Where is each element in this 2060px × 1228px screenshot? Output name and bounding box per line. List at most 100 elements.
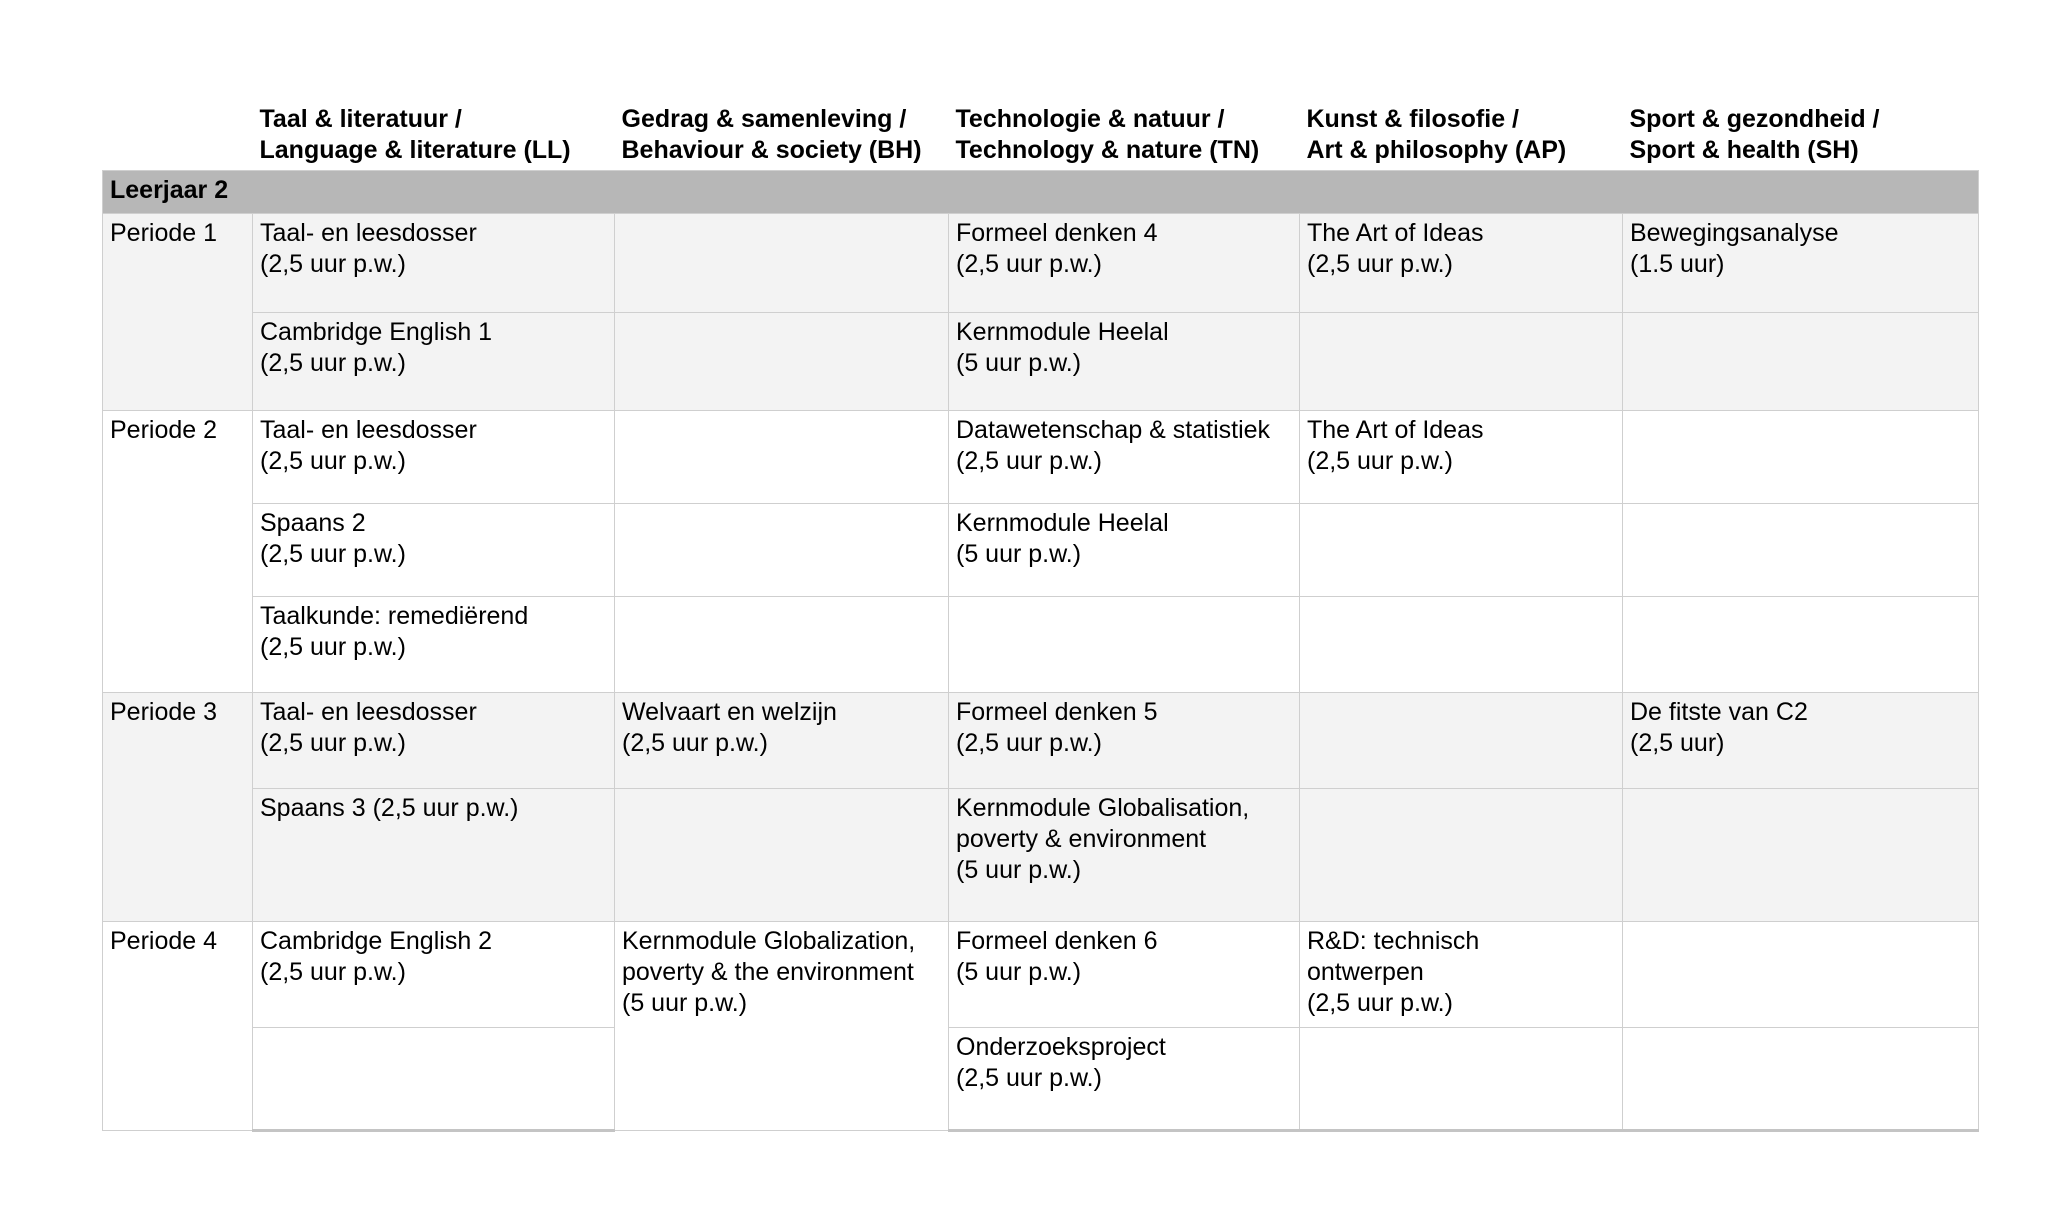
- cell-sh: Bewegingsanalyse (1.5 uur): [1622, 213, 1979, 313]
- cell-ap: [1299, 596, 1623, 693]
- cell-sh: De fitste van C2 (2,5 uur): [1622, 692, 1979, 789]
- cell-ll: Taal- en leesdosser (2,5 uur p.w.): [252, 213, 615, 313]
- cell-line: De fitste van C2: [1630, 698, 1808, 726]
- cell-line: (2,5 uur p.w.): [956, 447, 1102, 475]
- cell-ll: Taal- en leesdosser (2,5 uur p.w.): [252, 692, 615, 789]
- header-row: Taal & literatuur / Language & literature…: [103, 100, 1979, 171]
- table-row: Cambridge English 1 (2,5 uur p.w.) Kernmo…: [103, 312, 1979, 411]
- cell-tn: Kernmodule Heelal (5 uur p.w.): [948, 503, 1300, 597]
- cell-sh: [1622, 1027, 1979, 1132]
- cell-line: (5 uur p.w.): [956, 540, 1082, 568]
- cell-ap: R&D: technisch ontwerpen (2,5 uur p.w.): [1299, 921, 1623, 1028]
- cell-line: (2,5 uur p.w.): [622, 729, 768, 757]
- period-label: Periode 3: [102, 692, 253, 922]
- cell-sh: [1622, 596, 1979, 693]
- cell-line: Spaans 2: [260, 509, 366, 537]
- cell-line: (5 uur p.w.): [956, 958, 1082, 986]
- header-tn-line2: Technology & nature (TN): [955, 136, 1260, 164]
- cell-line: Formeel denken 5: [956, 698, 1158, 726]
- cell-line: (2,5 uur p.w.): [260, 540, 406, 568]
- cell-bh: [614, 503, 949, 597]
- header-sh: Sport & gezondheid / Sport & health (SH): [1623, 100, 1979, 171]
- cell-bh: [614, 213, 949, 313]
- cell-sh: [1622, 312, 1979, 411]
- cell-line: Onderzoeksproject: [956, 1033, 1166, 1061]
- cell-sh: [1622, 410, 1979, 504]
- cell-line: Cambridge English 2: [260, 927, 493, 955]
- header-bh-line1: Gedrag & samenleving /: [621, 105, 907, 133]
- schedule-table: Taal & literatuur / Language & literature…: [102, 100, 1979, 1132]
- cell-line: Taal- en leesdosser: [260, 698, 477, 726]
- period-label: Periode 1: [102, 213, 253, 411]
- cell-line: (5 uur p.w.): [956, 856, 1082, 884]
- cell-line: (5 uur p.w.): [622, 989, 748, 1017]
- cell-tn: [948, 596, 1300, 693]
- header-ap: Kunst & filosofie / Art & philosophy (AP): [1300, 100, 1623, 171]
- cell-ap: [1299, 692, 1623, 789]
- cell-tn: Datawetenschap & statistiek (2,5 uur p.w.…: [948, 410, 1300, 504]
- cell-line: (2,5 uur): [1630, 729, 1725, 757]
- cell-tn: Kernmodule Heelal (5 uur p.w.): [948, 312, 1300, 411]
- cell-tn: Formeel denken 6 (5 uur p.w.): [948, 921, 1300, 1028]
- cell-line: (5 uur p.w.): [956, 349, 1082, 377]
- cell-line: (2,5 uur p.w.): [260, 633, 406, 661]
- header-ll-line1: Taal & literatuur /: [259, 105, 462, 133]
- table-row: Periode 2 Taal- en leesdosser (2,5 uur p.…: [102, 410, 1979, 693]
- cell-line: (2,5 uur p.w.): [260, 447, 406, 475]
- cell-bh: [614, 596, 949, 693]
- cell-line: (2,5 uur p.w.): [1307, 250, 1453, 278]
- cell-sh: [1622, 503, 1979, 597]
- cell-line: Kernmodule Globalization,: [622, 927, 916, 955]
- cell-ll: [252, 1027, 615, 1132]
- cell-ap: [1299, 788, 1623, 922]
- cell-line: Taalkunde: remediërend: [260, 602, 529, 630]
- cell-tn: Onderzoeksproject (2,5 uur p.w.): [948, 1027, 1300, 1132]
- cell-tn: Formeel denken 5 (2,5 uur p.w.): [948, 692, 1300, 789]
- period-label: Periode 2: [102, 410, 253, 693]
- cell-line: Kernmodule Globalisation,: [956, 794, 1250, 822]
- cell-line: Cambridge English 1: [260, 318, 493, 346]
- cell-bh: [614, 312, 949, 411]
- cell-ap: The Art of Ideas (2,5 uur p.w.): [1299, 410, 1623, 504]
- cell-line: Kernmodule Heelal: [956, 318, 1169, 346]
- cell-line: Welvaart en welzijn: [622, 698, 837, 726]
- cell-line: (2,5 uur p.w.): [956, 250, 1102, 278]
- cell-line: Spaans 3 (2,5 uur p.w.): [260, 794, 519, 822]
- cell-ll: Taal- en leesdosser (2,5 uur p.w.): [252, 410, 615, 504]
- cell-line: The Art of Ideas: [1307, 219, 1484, 247]
- cell-bh: Kernmodule Globalization, poverty & the e…: [614, 921, 949, 1131]
- header-sh-line1: Sport & gezondheid /: [1629, 105, 1880, 133]
- cell-line: Kernmodule Heelal: [956, 509, 1169, 537]
- cell-line: Formeel denken 4: [956, 219, 1158, 247]
- cell-line: (2,5 uur p.w.): [260, 349, 406, 377]
- header-bh-line2: Behaviour & society (BH): [621, 136, 922, 164]
- table-row: Spaans 3 (2,5 uur p.w.) Kernmodule Globa…: [103, 788, 1979, 922]
- cell-line: (2,5 uur p.w.): [1307, 989, 1453, 1017]
- cell-line: Taal- en leesdosser: [260, 416, 477, 444]
- cell-line: R&D: technisch: [1307, 927, 1480, 955]
- cell-line: Datawetenschap & statistiek: [956, 416, 1271, 444]
- cell-line: poverty & environment: [956, 825, 1207, 853]
- cell-sh: [1622, 788, 1979, 922]
- period-label: Periode 4: [102, 921, 253, 1131]
- cell-line: poverty & the environment: [622, 958, 914, 986]
- header-empty: [103, 100, 253, 171]
- table-row: Periode 1 Taal- en leesdosser (2,5 uur p.…: [102, 213, 1979, 411]
- cell-ap: The Art of Ideas (2,5 uur p.w.): [1299, 213, 1623, 313]
- cell-ap: [1299, 312, 1623, 411]
- cell-ap: [1299, 1027, 1623, 1132]
- header-tn-line1: Technologie & natuur /: [955, 105, 1225, 133]
- cell-line: (2,5 uur p.w.): [1307, 447, 1453, 475]
- table-row: Periode 4 Cambridge English 2 (2,5 uur p.…: [102, 921, 1979, 1131]
- cell-bh: [614, 788, 949, 922]
- cell-bh: [614, 410, 949, 504]
- cell-line: (2,5 uur p.w.): [260, 250, 406, 278]
- cell-line: (2,5 uur p.w.): [260, 958, 406, 986]
- cell-line: Formeel denken 6: [956, 927, 1158, 955]
- cell-ap: [1299, 503, 1623, 597]
- cell-line: Taal- en leesdosser: [260, 219, 477, 247]
- cell-line: ontwerpen: [1307, 958, 1424, 986]
- cell-tn: Kernmodule Globalisation, poverty & envir…: [948, 788, 1300, 922]
- header-ap-line1: Kunst & filosofie /: [1306, 105, 1520, 133]
- cell-line: (1.5 uur): [1630, 250, 1725, 278]
